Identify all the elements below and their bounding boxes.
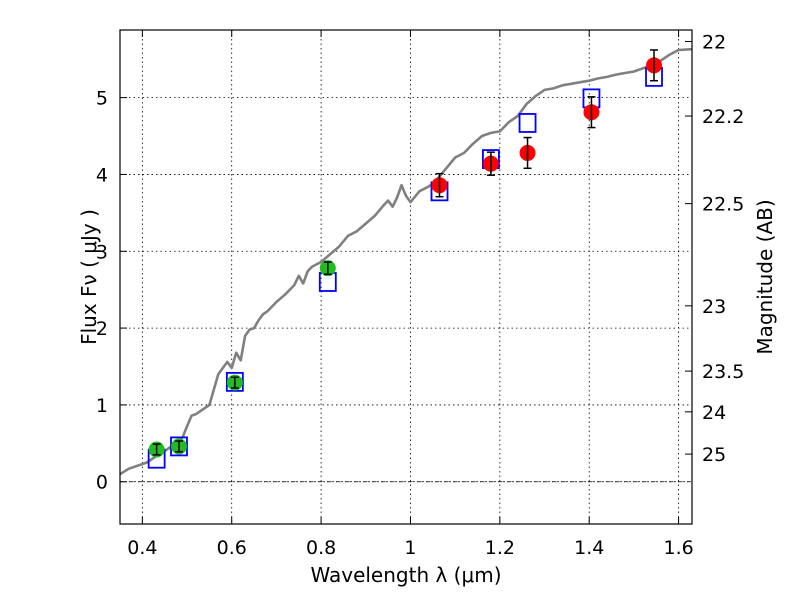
magnitude-tick-label: 22.2 xyxy=(702,106,744,128)
grid-lines xyxy=(120,30,692,524)
y-tick-label: 4 xyxy=(96,164,108,186)
y-tick-label: 5 xyxy=(96,88,108,110)
y-tick-label: 2 xyxy=(96,318,108,340)
magnitude-tick-label: 22 xyxy=(702,32,726,54)
x-tick-label: 0.4 xyxy=(127,537,157,559)
magnitude-tick-label: 23.5 xyxy=(702,361,744,383)
x-tick-label: 1.2 xyxy=(485,537,515,559)
model-photometry-square xyxy=(225,371,244,392)
x-tick-label: 1.6 xyxy=(663,537,693,559)
magnitude-axis-label: Magnitude (AB) xyxy=(753,199,777,354)
model-photometry-square xyxy=(518,113,537,133)
x-tick-label: 1.4 xyxy=(574,537,604,559)
y-tick-label: 1 xyxy=(96,395,108,417)
magnitude-tick-label: 23 xyxy=(702,296,726,318)
model-sed-line xyxy=(119,47,693,476)
plot-frame xyxy=(119,29,693,525)
x-tick-label: 1 xyxy=(404,537,416,559)
data-points-group xyxy=(148,49,663,458)
ticks-group xyxy=(120,30,692,524)
y-tick-label: 3 xyxy=(96,241,108,263)
x-axis-label: Wavelength λ (μm) xyxy=(310,563,501,587)
y-axis-label: Flux Fν ( μJy ) xyxy=(77,209,101,345)
magnitude-tick-label: 25 xyxy=(702,444,726,466)
x-tick-label: 0.8 xyxy=(306,537,336,559)
tick-labels-group: 0.4 0.6 0.8 1 1.2 1.4 1.60123452222.222.52323.… xyxy=(96,32,744,559)
x-tick-label: 0.6 xyxy=(217,537,247,559)
magnitude-tick-label: 24 xyxy=(702,402,726,424)
magnitude-tick-label: 22.5 xyxy=(702,194,744,216)
y-tick-label: 0 xyxy=(96,472,108,494)
model-sed-line-group xyxy=(119,47,693,476)
